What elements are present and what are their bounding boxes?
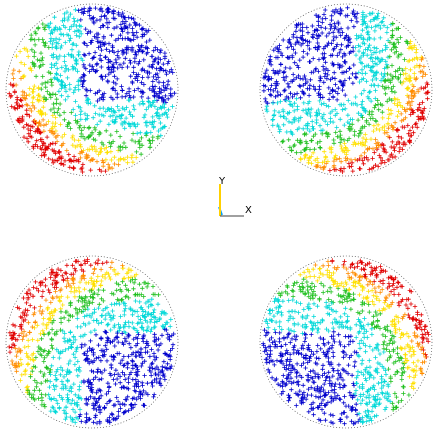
marker-cloud <box>9 260 125 374</box>
marker-cloud <box>313 55 428 172</box>
disk-bottom-left <box>5 255 179 429</box>
marker-cloud <box>264 10 394 137</box>
marker-cloud <box>261 327 363 426</box>
marker-cloud <box>263 296 393 425</box>
marker-cloud <box>276 277 412 412</box>
marker-cloud <box>7 257 109 355</box>
disk-outline <box>5 255 179 429</box>
disks-layer <box>5 3 433 429</box>
marker-cloud <box>14 46 139 165</box>
disk-outline <box>259 3 433 177</box>
marker-cloud <box>327 80 431 175</box>
marker-cloud <box>313 259 428 376</box>
disk-outline <box>5 3 179 177</box>
disk-top-right <box>259 3 433 177</box>
disk-bottom-right <box>259 255 433 429</box>
marker-cloud <box>261 5 360 106</box>
marker-cloud <box>28 21 161 157</box>
marker-cloud <box>298 266 423 391</box>
marker-cloud <box>46 297 173 425</box>
disk-outline <box>259 255 433 429</box>
marker-cloud <box>298 39 424 166</box>
marker-cloud <box>76 5 177 105</box>
triad-y-label: Y <box>218 176 226 187</box>
marker-cloud <box>45 7 175 138</box>
marker-cloud <box>77 327 176 426</box>
marker-cloud <box>330 258 431 360</box>
triad-x-label: X <box>245 205 252 216</box>
marker-cloud <box>10 67 121 172</box>
marker-cloud <box>25 277 161 409</box>
disk-top-left <box>5 3 179 177</box>
axis-triad: Y X <box>218 176 252 217</box>
marker-cloud <box>280 21 410 155</box>
